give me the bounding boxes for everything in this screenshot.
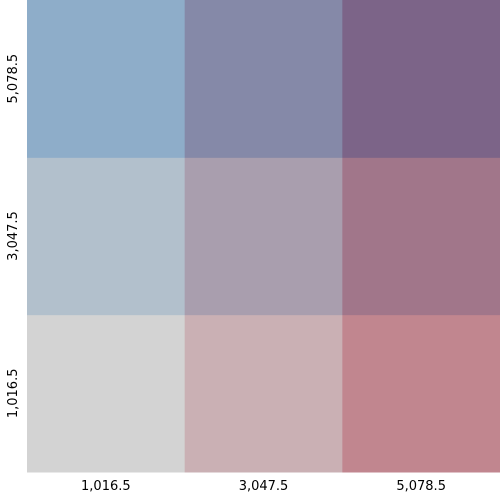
heatmap-cell xyxy=(184,314,343,473)
y-tick-label: 3,047.5 xyxy=(6,211,21,261)
x-tick-label: 1,016.5 xyxy=(81,479,131,494)
y-tick-label: 5,078.5 xyxy=(6,54,21,104)
heatmap-cell xyxy=(342,157,500,316)
heatmap-cell xyxy=(184,157,343,316)
x-tick-label: 3,047.5 xyxy=(239,479,289,494)
x-tick-label: 5,078.5 xyxy=(396,479,446,494)
heatmap-cell xyxy=(27,0,186,158)
x-axis-tick-labels: 1,016.5 3,047.5 5,078.5 xyxy=(81,479,446,494)
heatmap-cell xyxy=(342,0,500,158)
y-axis-tick-labels: 1,016.5 3,047.5 5,078.5 xyxy=(6,54,21,418)
heatmap-cell xyxy=(27,157,186,316)
heatmap-cell xyxy=(342,314,500,473)
heatmap-cells xyxy=(27,0,500,473)
heatmap-cell xyxy=(184,0,343,158)
heatmap-cell xyxy=(27,314,186,473)
y-tick-label: 1,016.5 xyxy=(6,369,21,419)
